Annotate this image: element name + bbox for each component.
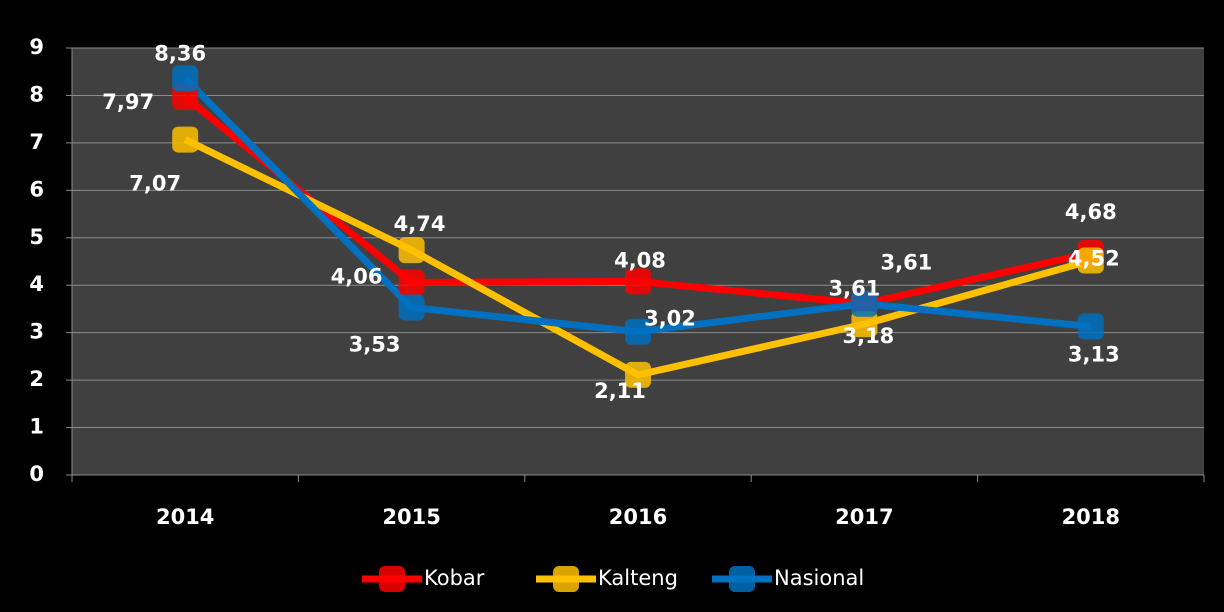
marker [398,237,425,264]
y-tick-label: 9 [29,35,44,59]
data-label: 4,74 [394,212,446,236]
data-label: 8,36 [154,41,206,65]
data-label: 3,61 [880,251,932,275]
marker [172,126,199,153]
marker [398,294,425,321]
plot-area [72,48,1204,475]
y-tick-label: 3 [29,320,44,344]
marker [398,269,425,296]
marker [1077,313,1104,340]
x-tick-label: 2016 [609,505,667,529]
y-tick-label: 7 [29,130,44,154]
legend-label: Kobar [424,566,485,590]
y-tick-label: 6 [29,177,44,201]
data-label: 3,61 [828,277,880,301]
data-label: 7,97 [102,90,154,114]
data-label: 3,13 [1068,342,1120,366]
data-label: 4,06 [331,264,383,288]
marker [1077,247,1104,274]
data-label: 4,52 [1068,247,1120,271]
legend-marker [729,566,755,592]
legend-marker [553,566,579,592]
data-label: 4,68 [1065,200,1117,224]
marker [851,311,878,338]
marker [625,361,651,388]
marker [172,65,199,92]
marker [625,268,651,295]
y-tick-label: 5 [29,225,44,249]
y-tick-label: 2 [29,367,44,391]
data-label: 2,11 [594,379,646,403]
data-label: 3,53 [349,333,401,357]
y-tick-label: 8 [29,82,44,106]
legend-label: Nasional [774,566,864,590]
legend-marker [379,566,405,592]
x-tick-label: 2014 [156,505,214,529]
x-tick-label: 2017 [835,505,893,529]
x-tick-label: 2015 [382,505,440,529]
data-label: 3,02 [644,307,696,331]
y-tick-label: 0 [29,462,44,486]
data-label: 7,07 [129,172,181,196]
y-tick-label: 4 [29,272,44,296]
marker [851,290,878,317]
data-label: 4,08 [614,248,666,272]
data-label: 3,18 [842,324,894,348]
legend-label: Kalteng [598,566,678,590]
x-tick-label: 2018 [1062,505,1120,529]
y-tick-label: 1 [29,415,44,439]
marker [625,318,651,345]
